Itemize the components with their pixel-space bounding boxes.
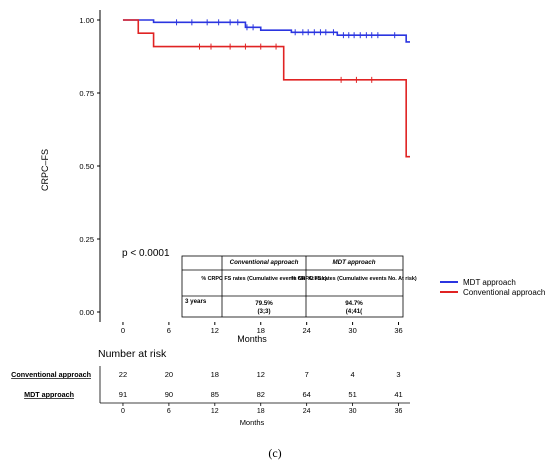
x-ticks: 0 6 12 18 24 30 36 xyxy=(121,322,403,335)
rates-table: Conventional approach MDT approach % CRP… xyxy=(181,255,417,318)
kaplan-meier-figure: 0.000.250.500.751.00 0 6 12 18 24 30 36 CRPC–F… xyxy=(11,10,545,427)
y-tick-label: 0.75 xyxy=(79,89,94,98)
rates-col1-detail: (3;3) xyxy=(257,308,270,315)
risk-x-tick-label: 0 xyxy=(121,408,125,415)
y-axis-label: CRPC–FS xyxy=(40,149,50,191)
risk-table-cell: 12 xyxy=(257,370,265,379)
risk-x-tick-label: 18 xyxy=(257,408,265,415)
x-tick-label: 6 xyxy=(167,326,171,335)
legend: MDT approach Conventional approach xyxy=(440,278,545,297)
rates-col1-value: 79.5% xyxy=(255,300,273,307)
risk-table-cell: 22 xyxy=(119,370,127,379)
x-tick-label: 30 xyxy=(348,326,356,335)
risk-x-tick-label: 6 xyxy=(167,408,171,415)
risk-table-cell: 20 xyxy=(165,370,173,379)
x-tick-label: 12 xyxy=(211,326,219,335)
figure-caption: (c) xyxy=(268,446,282,460)
x-tick-label: 0 xyxy=(121,326,125,335)
survival-curve-mdt xyxy=(122,19,410,43)
y-tick-label: 0.25 xyxy=(79,235,94,244)
risk-table-x-ticks: 0 6 12 18 24 30 36 xyxy=(121,403,403,415)
rates-table-border xyxy=(181,255,404,318)
x-tick-label: 24 xyxy=(302,326,310,335)
risk-table-cell: 85 xyxy=(211,390,219,399)
risk-x-tick-label: 12 xyxy=(211,408,219,415)
risk-table-cell: 4 xyxy=(351,370,355,379)
risk-table-title: Number at risk xyxy=(98,348,167,360)
risk-table-cell: 90 xyxy=(165,390,173,399)
risk-x-tick-label: 24 xyxy=(303,408,311,415)
risk-table-cell: 64 xyxy=(302,390,310,399)
risk-table-cell: 3 xyxy=(396,370,400,379)
y-tick-label: 0.50 xyxy=(79,162,94,171)
risk-row-label-conventional: Conventional approach xyxy=(11,370,91,379)
x-tick-label: 18 xyxy=(257,326,265,335)
legend-label-mdt: MDT approach xyxy=(463,278,516,287)
y-tick-label: 0.00 xyxy=(79,308,94,317)
risk-table-x-axis-label: Months xyxy=(240,418,265,427)
risk-table-cells: 22 20 18 12 7 4 3 91 90 85 82 64 51 41 xyxy=(119,370,403,399)
risk-table-cell: 82 xyxy=(257,390,265,399)
plot-area: 0.00 0.25 0.50 0.75 1.00 0 6 12 18 24 30 36 CRPC–F… xyxy=(40,10,410,344)
p-value: p < 0.0001 xyxy=(122,248,170,259)
rates-col1-header: Conventional approach xyxy=(230,259,299,266)
y-tick-label: 1.00 xyxy=(79,16,94,25)
risk-row-label-mdt: MDT approach xyxy=(24,390,74,399)
x-tick-label: 36 xyxy=(394,326,402,335)
y-ticks: 0.00 0.25 0.50 0.75 1.00 xyxy=(79,16,100,317)
x-axis-label: Months xyxy=(237,334,267,344)
risk-table-cell: 91 xyxy=(119,390,127,399)
risk-table-cell: 51 xyxy=(348,390,356,399)
risk-table-cell: 7 xyxy=(305,370,309,379)
legend-label-conventional: Conventional approach xyxy=(463,288,545,297)
risk-x-tick-label: 30 xyxy=(349,408,357,415)
survival-curves xyxy=(122,19,410,158)
risk-table-cell: 18 xyxy=(211,370,219,379)
rates-row-label: 3 years xyxy=(185,298,207,305)
rates-col2-value: 94.7% xyxy=(345,300,363,307)
rates-col2-header: MDT approach xyxy=(333,259,376,266)
risk-table-cell: 41 xyxy=(394,390,402,399)
rates-col1-subheader: % CRPC FS rates (Cumulative events No. A… xyxy=(201,276,327,282)
risk-table: Number at risk Conventional approach MDT… xyxy=(11,348,410,427)
survival-curve-conventional xyxy=(122,19,410,158)
rates-col2-detail: (4;41( xyxy=(346,308,363,315)
risk-x-tick-label: 36 xyxy=(395,408,403,415)
rates-col2-subheader: % CRPC FS rates (Cumulative events No. A… xyxy=(291,276,417,282)
